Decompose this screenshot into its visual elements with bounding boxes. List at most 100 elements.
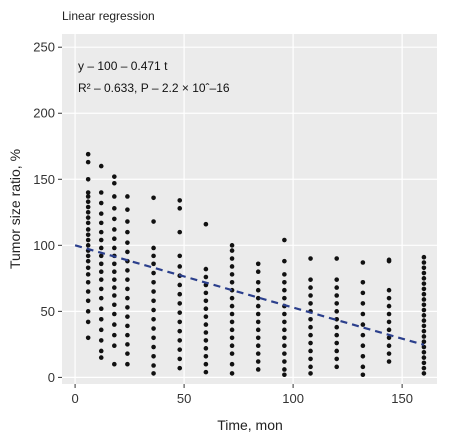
data-point xyxy=(112,269,117,275)
data-point xyxy=(255,343,261,348)
data-point xyxy=(125,277,130,282)
data-point xyxy=(112,293,117,298)
data-point xyxy=(386,319,392,325)
data-point xyxy=(282,272,287,277)
data-point xyxy=(360,280,366,285)
data-point xyxy=(112,361,117,367)
data-point xyxy=(308,316,313,322)
data-point xyxy=(308,324,313,330)
data-point xyxy=(334,293,340,298)
data-point xyxy=(255,319,261,325)
data-point xyxy=(151,307,156,313)
data-point xyxy=(151,261,156,267)
data-point xyxy=(308,277,313,282)
y-axis-label: Tumor size ratio, % xyxy=(7,149,23,269)
data-point xyxy=(85,280,91,285)
data-point xyxy=(85,298,91,304)
y-tick-label: 100 xyxy=(33,238,55,253)
data-point xyxy=(85,232,91,238)
data-point xyxy=(386,258,392,264)
data-point xyxy=(151,335,156,341)
data-point xyxy=(112,332,117,338)
data-point xyxy=(112,277,117,282)
data-point xyxy=(85,176,91,182)
data-point xyxy=(177,356,183,362)
data-point xyxy=(421,286,427,292)
data-point xyxy=(177,328,183,334)
data-point xyxy=(360,364,366,370)
data-point xyxy=(85,204,91,210)
data-point xyxy=(334,285,340,290)
data-point xyxy=(421,350,427,355)
data-point xyxy=(177,198,183,203)
data-point xyxy=(282,343,287,348)
data-point xyxy=(334,277,340,282)
data-point xyxy=(360,353,366,359)
data-point xyxy=(334,356,340,362)
data-point xyxy=(151,344,156,350)
data-point xyxy=(98,327,104,333)
data-point xyxy=(125,207,130,212)
data-point xyxy=(125,229,130,235)
data-point xyxy=(85,258,91,264)
data-point xyxy=(421,302,427,308)
data-point xyxy=(229,280,235,285)
data-point xyxy=(203,290,209,296)
y-tick-label: 150 xyxy=(33,172,55,187)
y-axis-ticks: 0 50 100 150 200 250 xyxy=(33,40,62,385)
regression-stats: R² – 0.633, P – 2.2 × 10ˆ–16 xyxy=(78,81,230,95)
data-point xyxy=(360,372,366,378)
data-point xyxy=(229,303,235,309)
data-point xyxy=(98,348,104,354)
data-point xyxy=(360,332,366,338)
data-point xyxy=(255,295,261,301)
data-point xyxy=(421,365,427,371)
data-point xyxy=(229,248,235,253)
data-point xyxy=(85,335,91,341)
data-point xyxy=(125,295,130,301)
data-point xyxy=(282,367,287,372)
data-point xyxy=(151,253,156,259)
data-point xyxy=(177,206,183,211)
data-point xyxy=(98,220,104,226)
data-point xyxy=(386,303,392,309)
data-point xyxy=(112,261,117,267)
x-tick-label: 50 xyxy=(177,391,191,406)
data-point xyxy=(112,236,117,242)
data-point xyxy=(282,311,287,317)
data-point xyxy=(98,211,104,216)
data-point xyxy=(151,316,156,322)
data-point xyxy=(125,323,130,329)
data-point xyxy=(386,343,392,348)
data-point xyxy=(98,245,104,251)
data-point xyxy=(177,253,183,259)
data-point xyxy=(386,359,392,364)
data-point xyxy=(421,339,427,345)
data-point xyxy=(360,343,366,348)
data-point xyxy=(255,261,261,267)
data-point xyxy=(334,348,340,354)
data-point xyxy=(177,301,183,306)
data-point xyxy=(203,314,209,319)
data-point xyxy=(112,227,117,232)
data-point xyxy=(229,311,235,317)
data-point xyxy=(98,237,104,243)
data-point xyxy=(255,303,261,309)
data-point xyxy=(421,270,427,276)
data-point xyxy=(386,335,392,341)
data-point xyxy=(421,334,427,339)
data-point xyxy=(177,319,183,325)
data-point xyxy=(151,195,156,201)
data-point xyxy=(85,190,91,195)
x-tick-label: 0 xyxy=(71,391,78,406)
data-point xyxy=(98,253,104,259)
data-point xyxy=(229,243,235,248)
data-point xyxy=(125,332,130,338)
x-tick-label: 100 xyxy=(282,391,304,406)
data-point xyxy=(125,240,130,245)
data-point xyxy=(98,277,104,282)
data-point xyxy=(308,356,313,362)
data-point xyxy=(98,338,104,343)
data-point xyxy=(85,194,91,199)
data-point xyxy=(125,194,130,199)
